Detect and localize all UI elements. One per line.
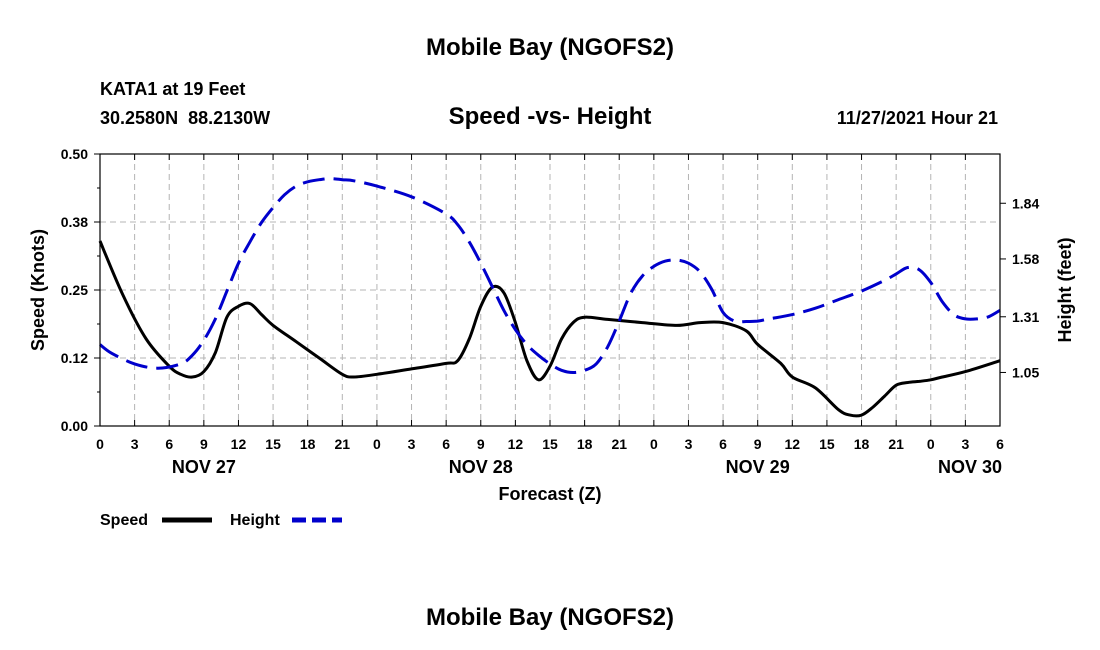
- y-right-tick-label: 1.58: [1012, 251, 1039, 267]
- timestamp-label: 11/27/2021 Hour 21: [837, 108, 998, 128]
- chart-subtitle: Speed -vs- Height: [449, 103, 652, 130]
- x-tick-label: 21: [611, 436, 627, 452]
- x-tick-label: 21: [888, 436, 904, 452]
- x-tick-label: 12: [231, 436, 247, 452]
- legend: Speed Height: [100, 512, 342, 529]
- coordinates-label: 30.2580N 88.2130W: [100, 108, 270, 128]
- series-speed-line: [98, 240, 1001, 418]
- y-right-tick-label: 1.05: [1012, 364, 1039, 380]
- x-tick-label: 15: [542, 436, 558, 452]
- y-left-tick-label: 0.38: [61, 214, 88, 230]
- x-tick-label: 12: [508, 436, 524, 452]
- station-label: KATA1 at 19 Feet: [100, 79, 245, 99]
- y-right-tick-label: 1.84: [1012, 195, 1039, 211]
- x-tick-label: 18: [577, 436, 593, 452]
- grid: [100, 154, 1000, 426]
- x-tick-label: 9: [200, 436, 208, 452]
- x-tick-label: 6: [996, 436, 1004, 452]
- x-tick-label: 3: [685, 436, 693, 452]
- axes: 0 3 6 9 12 15 18 21 0 3 6 9 12 15 18 21 0 3 6 9 12 15 18 21 0 3 6 0…: [61, 146, 1040, 477]
- date-label: NOV 29: [726, 457, 790, 477]
- x-tick-label: 18: [300, 436, 316, 452]
- x-tick-label: 0: [96, 436, 104, 452]
- legend-speed-label: Speed: [100, 512, 148, 529]
- x-tick-label: 9: [477, 436, 485, 452]
- x-tick-label: 21: [335, 436, 351, 452]
- x-tick-label: 0: [650, 436, 658, 452]
- x-tick-label: 15: [265, 436, 281, 452]
- date-label: NOV 27: [172, 457, 236, 477]
- y-right-tick-label: 1.31: [1012, 309, 1039, 325]
- x-tick-label: 0: [373, 436, 381, 452]
- y-left-tick-label: 0.12: [61, 350, 88, 366]
- date-label: NOV 30: [938, 457, 1002, 477]
- x-tick-label: 3: [961, 436, 969, 452]
- date-label: NOV 28: [449, 457, 513, 477]
- x-tick-label: 6: [165, 436, 173, 452]
- x-tick-label: 3: [131, 436, 139, 452]
- x-tick-label: 15: [819, 436, 835, 452]
- y-axis-right-label: Height (feet): [1055, 238, 1075, 343]
- x-tick-label: 6: [442, 436, 450, 452]
- y-left-tick-label: 0.00: [61, 418, 88, 434]
- y-left-tick-label: 0.50: [61, 146, 88, 162]
- chart-title: Mobile Bay (NGOFS2): [426, 34, 674, 61]
- x-tick-label: 12: [785, 436, 801, 452]
- y-axis-left-label: Speed (Knots): [28, 229, 48, 351]
- x-tick-label: 3: [408, 436, 416, 452]
- x-tick-label: 0: [927, 436, 935, 452]
- y-left-tick-label: 0.25: [61, 282, 88, 298]
- series-height-line: [99, 177, 1001, 374]
- x-axis-label: Forecast (Z): [498, 484, 601, 504]
- plot-lines: [98, 177, 1001, 418]
- x-tick-label: 6: [719, 436, 727, 452]
- x-tick-label: 18: [854, 436, 870, 452]
- legend-height-label: Height: [230, 512, 280, 529]
- x-tick-label: 9: [754, 436, 762, 452]
- footer-title: Mobile Bay (NGOFS2): [426, 604, 674, 631]
